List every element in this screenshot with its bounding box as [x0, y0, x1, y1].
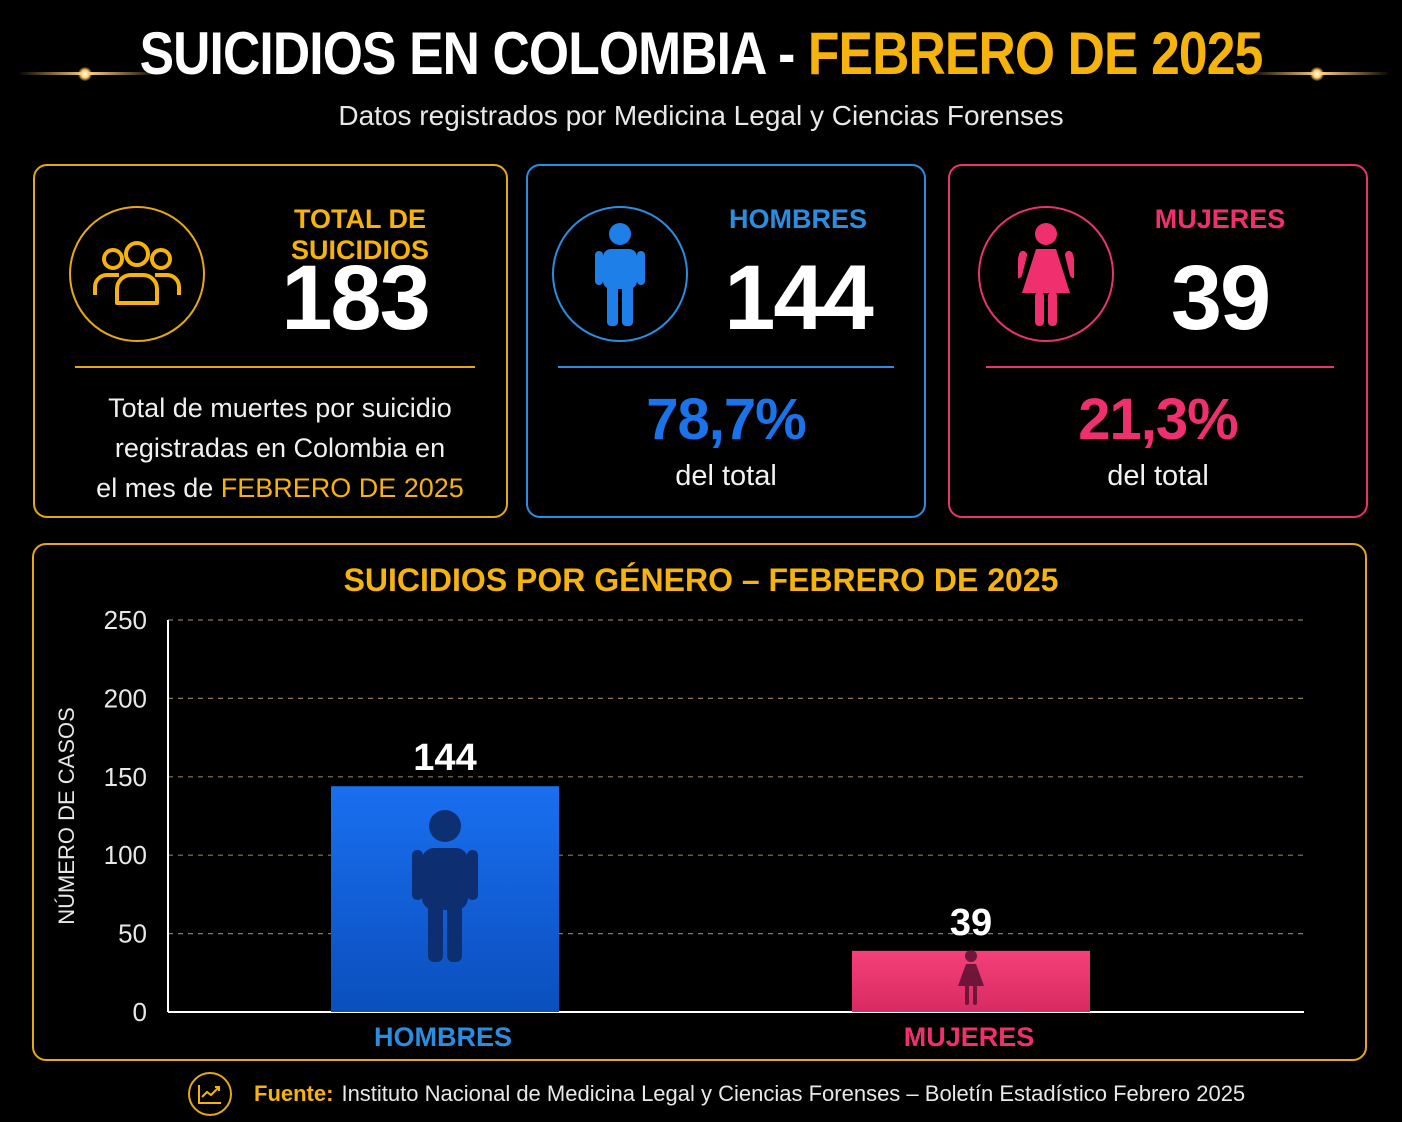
x-tick-label: MUJERES	[904, 1022, 1035, 1052]
women-label: MUJERES	[1154, 204, 1286, 234]
y-tick-label: 0	[133, 997, 147, 1027]
men-divider	[558, 366, 894, 368]
total-value: 183	[281, 247, 431, 349]
chart-panel	[32, 543, 1367, 1061]
title-highlight: FEBRERO DE 2025	[807, 20, 1263, 87]
woman-icon	[1018, 223, 1074, 326]
total-desc-highlight: FEBRERO DE 2025	[220, 473, 464, 503]
man-icon	[412, 810, 478, 962]
total-icon-circle	[69, 206, 205, 342]
source-footer: Fuente: Instituto Nacional de Medicina L…	[188, 1070, 1245, 1118]
page-title: SUICIDIOS EN COLOMBIA - FEBRERO DE 2025	[98, 14, 1304, 94]
chart-growth-icon	[188, 1072, 232, 1116]
women-of-total: del total	[1107, 460, 1209, 492]
women-icon-circle	[978, 206, 1114, 342]
women-divider	[986, 366, 1334, 368]
page-subtitle: Datos registrados por Medicina Legal y C…	[338, 100, 1064, 131]
title-main: SUICIDIOS EN COLOMBIA -	[139, 20, 808, 87]
women-card: MUJERES 39 21,3% del total	[948, 164, 1368, 518]
men-card: HOMBRES 144 78,7% del total	[526, 164, 926, 518]
total-desc-line1: Total de muertes por suicidio	[108, 393, 452, 423]
group-people-icon	[93, 241, 181, 305]
y-tick-label: 150	[104, 762, 147, 792]
total-desc-line2: registradas en Colombia en	[114, 433, 446, 463]
right-light-flare	[1250, 67, 1390, 81]
man-icon	[595, 223, 645, 326]
women-percent: 21,3%	[1078, 387, 1238, 452]
total-description: Total de muertes por suicidio registrada…	[75, 388, 485, 508]
source-text: Instituto Nacional de Medicina Legal y C…	[341, 1081, 1246, 1106]
total-desc-line3: el mes de FEBRERO DE 2025	[75, 468, 485, 508]
bar-value-label: 39	[950, 902, 992, 944]
y-axis-label: NÚMERO DE CASOS	[54, 707, 79, 925]
woman-icon	[958, 950, 984, 1005]
y-tick-label: 100	[104, 840, 147, 870]
total-label: TOTAL DE SUICIDIOS	[290, 204, 430, 265]
total-card: TOTAL DE SUICIDIOS 183 Total de muertes …	[33, 164, 508, 518]
total-divider	[75, 366, 475, 368]
men-value: 144	[724, 247, 874, 349]
left-light-flare	[18, 67, 158, 81]
y-tick-label: 250	[104, 605, 147, 635]
men-percent: 78,7%	[646, 387, 806, 452]
women-value: 39	[1170, 247, 1271, 349]
total-desc-prefix: el mes de	[96, 473, 221, 503]
bar-value-label: 144	[413, 737, 476, 779]
source-label: Fuente:	[254, 1081, 334, 1106]
men-of-total: del total	[675, 460, 777, 492]
x-tick-label: HOMBRES	[374, 1022, 512, 1052]
men-icon-circle	[552, 206, 688, 342]
men-label: HOMBRES	[728, 204, 867, 234]
y-tick-label: 50	[118, 919, 147, 949]
y-tick-label: 200	[104, 683, 147, 713]
chart-title: SUICIDIOS POR GÉNERO – FEBRERO DE 2025	[343, 562, 1059, 598]
